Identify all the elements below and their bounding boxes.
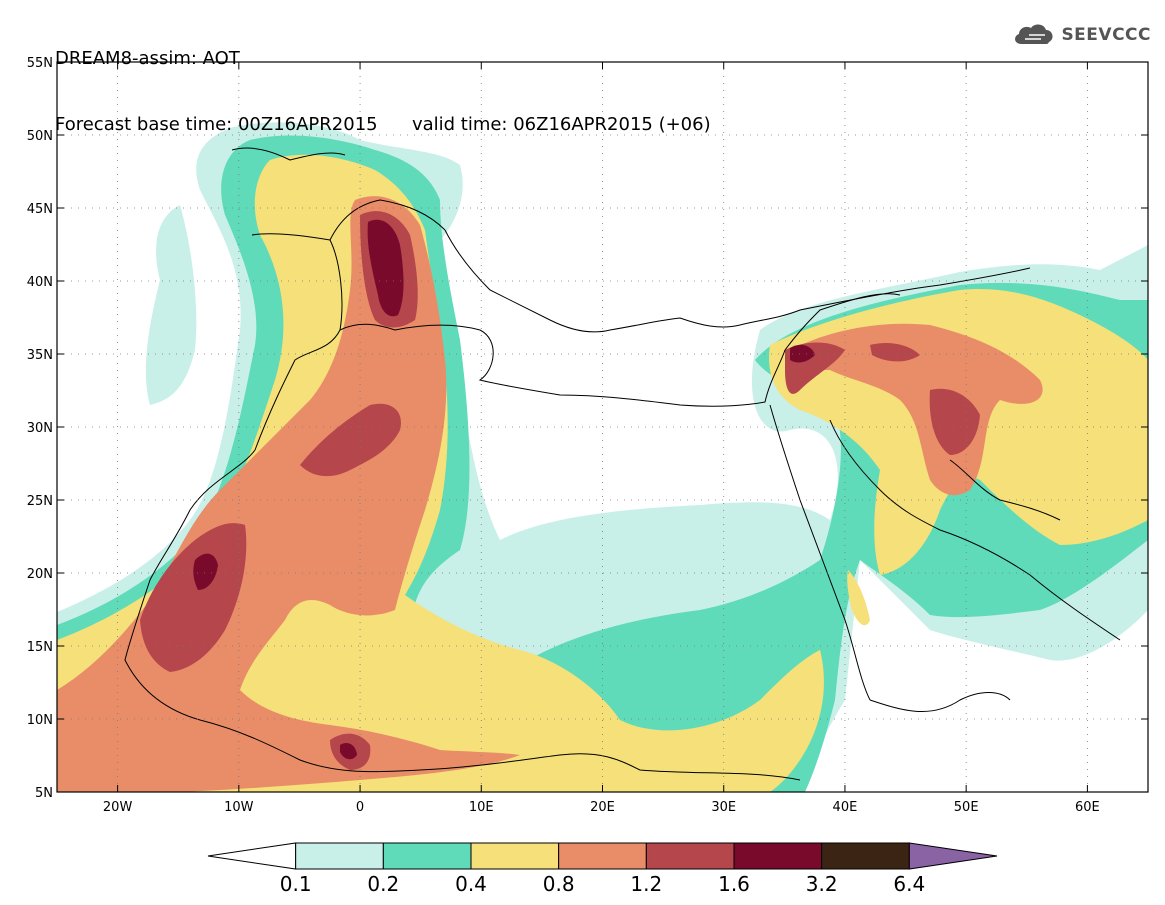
lat-tick-label: 50N <box>27 129 53 144</box>
lat-tick-label: 10N <box>27 713 53 728</box>
lon-tick-label: 20W <box>103 800 133 815</box>
colorbar-level-label: 0.2 <box>367 872 399 896</box>
colorbar-level-label: 1.6 <box>718 872 750 896</box>
lat-tick-label: 15N <box>27 640 53 655</box>
lon-tick-label: 40E <box>833 800 858 815</box>
colorbar: 0.1 0.2 0.4 0.8 1.2 1.6 3.2 6.4 <box>207 842 998 896</box>
product-title: DREAM8-assim: AOT <box>55 48 240 69</box>
lon-tick-label: 50E <box>954 800 979 815</box>
forecast-base-time: Forecast base time: 00Z16APR2015 <box>55 114 378 135</box>
colorbar-segment <box>558 842 647 870</box>
colorbar-level-label: 1.2 <box>630 872 662 896</box>
lat-tick-label: 55N <box>27 56 53 71</box>
colorbar-level-label: 0.1 <box>280 872 312 896</box>
coastlines <box>124 147 1121 781</box>
colorbar-level-label: 0.8 <box>543 872 575 896</box>
lat-tick-label: 25N <box>27 494 53 509</box>
aot-band-1.6 <box>193 219 815 760</box>
aot-contour-fields <box>57 122 1148 792</box>
colorbar-segment <box>295 842 384 870</box>
colorbar-level-label: 3.2 <box>806 872 838 896</box>
colorbar-level-label: 6.4 <box>893 872 925 896</box>
graticule <box>57 62 1148 792</box>
lat-tick-label: 45N <box>27 202 53 217</box>
colorbar-segment <box>821 842 910 870</box>
longitude-axis: 20W 10W 0 10E 20E 30E 40E 50E 60E <box>103 62 1100 815</box>
title-block: DREAM8-assim: AOT Forecast base time: 00… <box>55 4 711 158</box>
colorbar-segment <box>733 842 823 870</box>
lat-tick-label: 30N <box>27 421 53 436</box>
colorbar-segment <box>470 842 560 870</box>
lon-tick-label: 10W <box>224 800 254 815</box>
colorbar-segment <box>382 842 472 870</box>
lon-tick-label: 10E <box>469 800 494 815</box>
lat-tick-label: 40N <box>27 275 53 290</box>
cloud-icon <box>1015 24 1053 44</box>
aot-band-1.2 <box>140 211 980 770</box>
logo-text: SEEVCCC <box>1061 25 1151 45</box>
latitude-axis: 5N 10N 15N 20N 25N 30N 35N 40N 45N 50N 55N <box>27 56 1148 801</box>
colorbar-segment <box>908 842 998 870</box>
lat-tick-label: 5N <box>35 786 53 801</box>
lon-tick-label: 60E <box>1075 800 1100 815</box>
lon-tick-label: 0 <box>356 800 364 815</box>
colorbar-level-label: 0.4 <box>455 872 487 896</box>
seevccc-logo: SEEVCCC <box>1011 22 1151 48</box>
colorbar-segment <box>645 842 735 870</box>
lat-tick-label: 35N <box>27 348 53 363</box>
colorbar-segment <box>207 842 297 870</box>
lon-tick-label: 30E <box>711 800 736 815</box>
valid-time: valid time: 06Z16APR2015 (+06) <box>411 114 711 135</box>
lon-tick-label: 20E <box>590 800 615 815</box>
lat-tick-label: 20N <box>27 567 53 582</box>
